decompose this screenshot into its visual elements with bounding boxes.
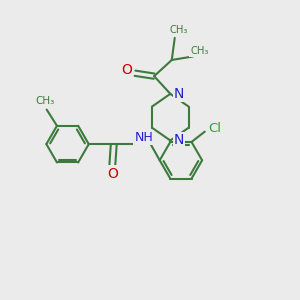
Text: O: O [121, 63, 132, 77]
Text: CH₃: CH₃ [190, 46, 209, 56]
Text: N: N [174, 87, 184, 101]
Text: N: N [174, 134, 184, 148]
Text: CH₃: CH₃ [170, 25, 188, 34]
Text: Cl: Cl [208, 122, 222, 135]
Text: CH₃: CH₃ [36, 96, 55, 106]
Text: O: O [107, 167, 118, 181]
Text: NH: NH [134, 131, 153, 144]
